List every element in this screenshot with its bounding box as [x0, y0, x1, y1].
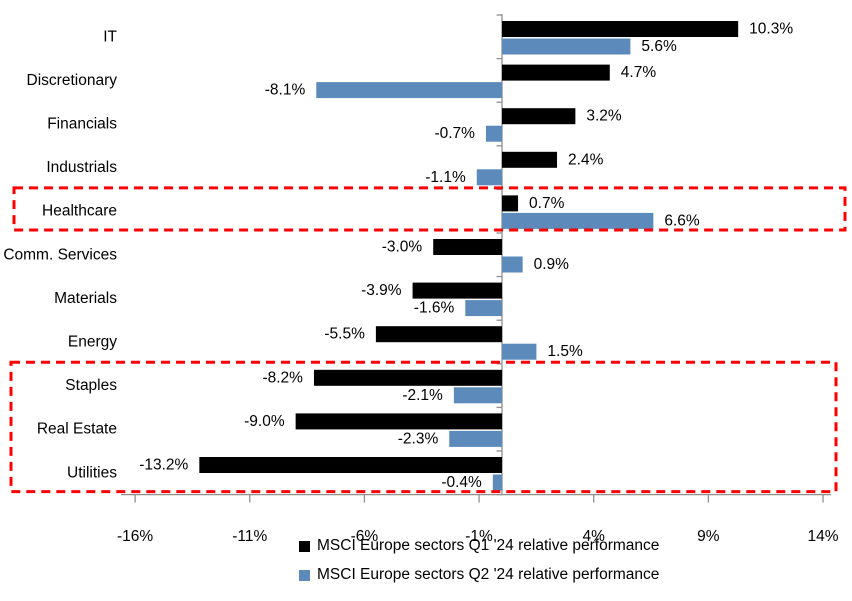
- legend-item-q1: MSCI Europe sectors Q1 '24 relative perf…: [299, 537, 659, 555]
- bar-value-label: -5.5%: [324, 326, 365, 343]
- bar-q2-it: [502, 38, 631, 55]
- q1-series-swatch: [299, 540, 310, 552]
- q2-legend-label: MSCI Europe sectors Q2 '24 relative perf…: [317, 566, 660, 583]
- q1-legend-label: MSCI Europe sectors Q1 '24 relative perf…: [317, 537, 660, 554]
- category-label: Comm. Services: [3, 246, 117, 263]
- bar-value-label: 6.6%: [664, 212, 700, 229]
- bar-value-label: -8.2%: [262, 369, 303, 386]
- bar-q1-real-estate: [295, 413, 502, 430]
- bar-value-label: 0.9%: [534, 256, 570, 273]
- bar-value-label: -9.0%: [244, 413, 285, 430]
- category-label: Staples: [65, 377, 117, 394]
- legend: MSCI Europe sectors Q1 '24 relative perf…: [299, 537, 659, 584]
- category-label: Utilities: [67, 464, 117, 481]
- x-tick-label: -16%: [117, 528, 153, 545]
- category-label: IT: [103, 28, 117, 45]
- highlight-box-defensives-box: [9, 360, 838, 494]
- q2-series-swatch: [299, 569, 310, 581]
- bar-q2-materials: [465, 300, 502, 317]
- bar-q2-energy: [502, 343, 537, 360]
- bar-value-label: 10.3%: [749, 21, 793, 38]
- bar-value-label: -8.1%: [265, 82, 306, 99]
- x-tick-label: 4%: [583, 528, 606, 545]
- bar-value-label: -2.3%: [398, 430, 439, 447]
- bar-value-label: -0.7%: [434, 125, 475, 142]
- x-tick-label: 9%: [697, 528, 720, 545]
- bar-value-label: 0.7%: [529, 195, 565, 212]
- category-label: Materials: [54, 290, 117, 307]
- bar-q2-staples: [453, 387, 502, 404]
- legend-item-q2: MSCI Europe sectors Q2 '24 relative perf…: [299, 566, 659, 584]
- bar-q2-utilities: [492, 474, 502, 491]
- bar-q1-industrials: [502, 151, 558, 168]
- bar-value-label: -1.1%: [425, 169, 466, 186]
- bar-q1-it: [502, 21, 739, 37]
- category-label: Discretionary: [27, 72, 118, 89]
- bar-value-label: -3.0%: [382, 239, 423, 256]
- x-tick-label: -1%: [465, 528, 493, 545]
- bar-q2-real-estate: [449, 430, 502, 447]
- bar-value-label: -2.1%: [402, 387, 443, 404]
- bar-q1-comm-services: [433, 239, 502, 255]
- bar-value-label: -0.4%: [441, 474, 482, 491]
- bar-value-label: 3.2%: [586, 108, 622, 125]
- bar-value-label: -1.6%: [414, 300, 455, 317]
- bar-q1-staples: [313, 369, 502, 386]
- bar-q1-healthcare: [502, 195, 519, 212]
- highlight-box-healthcare-box: [12, 186, 847, 232]
- bar-value-label: 5.6%: [641, 38, 677, 55]
- bar-q2-discretionary: [316, 82, 502, 99]
- bar-q2-comm-services: [502, 256, 523, 273]
- bar-q2-industrials: [476, 169, 502, 186]
- x-tick-label: -11%: [232, 528, 267, 545]
- bar-q1-energy: [375, 326, 502, 343]
- bar-value-label: 4.7%: [621, 64, 657, 81]
- category-label: Financials: [47, 116, 117, 133]
- bar-q1-materials: [412, 282, 502, 299]
- x-tick-label: -6%: [351, 528, 379, 545]
- bar-q1-discretionary: [502, 64, 610, 81]
- category-label: Healthcare: [42, 203, 117, 220]
- bar-value-label: -3.9%: [361, 282, 402, 299]
- x-tick-label: 14%: [808, 528, 839, 545]
- category-label: Real Estate: [37, 421, 117, 438]
- category-label: Industrials: [46, 159, 117, 176]
- category-label: Energy: [68, 334, 117, 351]
- bar-q2-healthcare: [502, 212, 654, 229]
- bar-q2-financials: [485, 125, 502, 142]
- bar-q1-financials: [502, 108, 576, 125]
- bar-q1-utilities: [199, 457, 502, 473]
- bar-value-label: -13.2%: [139, 457, 188, 474]
- bar-value-label: 1.5%: [547, 343, 583, 360]
- bar-value-label: 2.4%: [568, 151, 604, 168]
